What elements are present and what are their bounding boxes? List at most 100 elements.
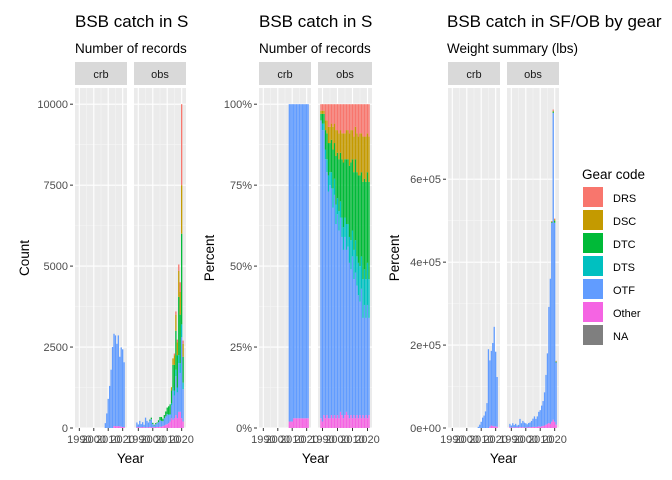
bar-otf (152, 424, 154, 428)
bar-otf (155, 424, 157, 428)
legend-item-dtc: DTC (583, 233, 636, 253)
bar-other (344, 415, 346, 428)
bar-dtc (323, 113, 325, 124)
bar-other (359, 415, 361, 428)
bar-dtc (172, 364, 174, 388)
bar-otf (149, 420, 151, 428)
legend-swatch (583, 279, 603, 299)
bar-dtc (339, 152, 342, 202)
bar-otf (136, 422, 138, 428)
bar-drs (326, 104, 328, 121)
x-tick-label: 1990 (440, 434, 464, 446)
bar-dtc (551, 221, 553, 223)
bar-drs (351, 104, 354, 131)
bar-otf (538, 411, 540, 427)
bar-other (181, 418, 183, 428)
bar-other (114, 426, 117, 428)
legend-label: DTC (613, 239, 636, 251)
legend-label: DTS (613, 262, 635, 274)
bar-otf (368, 317, 370, 416)
legend-item-dts: DTS (583, 256, 635, 276)
bar-other (152, 427, 154, 428)
bar-dsc (335, 130, 337, 156)
x-tick-label: 1990 (310, 434, 334, 446)
y-tick-label: 5000 (44, 261, 68, 273)
bar-other (365, 415, 367, 428)
bar-other (140, 427, 142, 428)
bar-other (120, 426, 122, 428)
y-tick-label: 0% (236, 423, 252, 435)
bar-other (356, 415, 358, 428)
bar-other (354, 418, 357, 428)
bar-otf (293, 104, 295, 419)
bar-other (545, 424, 547, 428)
bar-other (519, 427, 521, 428)
bar-otf (144, 417, 147, 428)
bar-otf (536, 416, 538, 427)
bar-dsc (368, 136, 370, 182)
bar-dsc (330, 123, 333, 140)
bar-other (539, 426, 541, 428)
bar-otf (166, 414, 168, 425)
legend-item-other: Other (583, 302, 641, 322)
bar-drs (178, 264, 180, 271)
bar-other (338, 418, 340, 428)
bar-otf (175, 376, 177, 416)
bar-dts (170, 403, 173, 406)
x-tick-label: 2010 (280, 434, 304, 446)
bar-other (555, 424, 557, 428)
bar-otf (117, 335, 119, 427)
bar-dsc (179, 292, 181, 315)
bar-dtc (179, 314, 181, 364)
bar-other (182, 421, 184, 428)
bar-drs (338, 104, 340, 134)
bar-other (330, 415, 333, 428)
bar-other (144, 427, 147, 428)
bar-drs (179, 282, 181, 292)
bar-dtc (157, 420, 160, 423)
chart-header: BSB catch in SF/OB by gear Weight summary… (447, 12, 662, 56)
bar-dsc (175, 314, 177, 331)
legend-items: DRS DSC DTC DTS OTF Other NA (583, 187, 641, 345)
bar-otf (351, 256, 354, 419)
x-tick-label: 2000 (266, 434, 290, 446)
bar-otf (140, 424, 142, 428)
bar-other (119, 426, 121, 428)
bar-drs (356, 104, 358, 134)
bar-dtc (159, 416, 161, 421)
bar-other (339, 411, 342, 428)
bar-otf (532, 418, 534, 427)
bar-dtc (155, 423, 157, 425)
bar-drs (336, 104, 339, 131)
bar-dtc (356, 172, 358, 257)
bar-other (288, 421, 290, 428)
bar-dts (363, 269, 366, 305)
bar-drs (363, 104, 366, 137)
x-axis-label: Year (302, 451, 330, 466)
legend-item-na: NA (583, 325, 629, 345)
bar-dtc (160, 416, 163, 421)
bar-drs (359, 104, 361, 134)
bar-otf (354, 272, 357, 419)
bar-otf (301, 104, 303, 419)
bar-dsc (182, 343, 184, 357)
bar-other (548, 423, 550, 428)
bar-dtc (335, 156, 337, 205)
facet-strip-label: crb (277, 69, 292, 81)
bar-other (324, 418, 327, 428)
bar-otf (307, 104, 309, 419)
bar-dsc (323, 110, 325, 114)
bar-drs (345, 104, 348, 131)
x-tick-label: 1990 (251, 434, 275, 446)
bar-other (163, 425, 165, 428)
bar-otf (168, 415, 170, 424)
bar-dts (168, 414, 170, 416)
bar-otf (332, 207, 334, 419)
bar-otf (480, 421, 482, 428)
bar-otf (490, 350, 492, 426)
bar-dts (336, 198, 339, 215)
bar-other (517, 427, 520, 428)
